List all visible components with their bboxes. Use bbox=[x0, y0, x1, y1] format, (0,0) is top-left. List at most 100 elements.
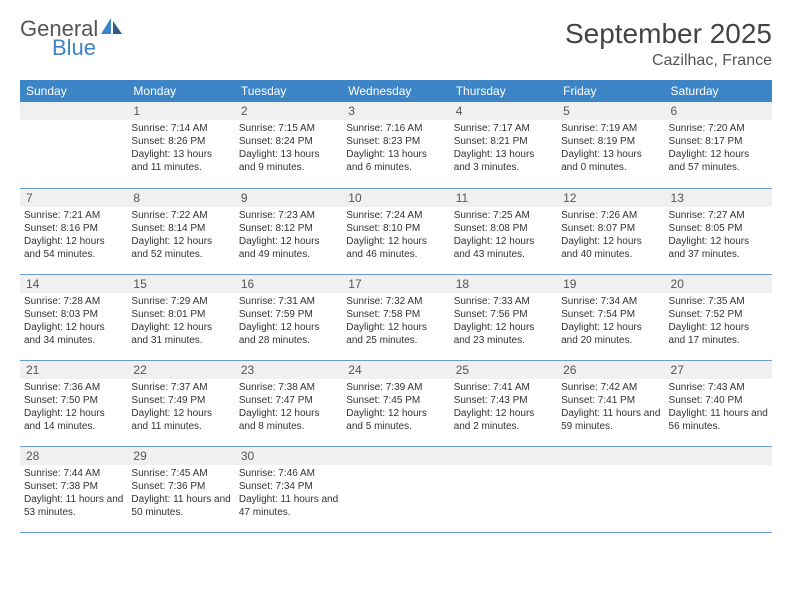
title-block: September 2025 Cazilhac, France bbox=[565, 18, 772, 70]
calendar-row: 28Sunrise: 7:44 AMSunset: 7:38 PMDayligh… bbox=[20, 446, 772, 532]
calendar-cell: 29Sunrise: 7:45 AMSunset: 7:36 PMDayligh… bbox=[127, 446, 234, 532]
sunset-text: Sunset: 8:19 PM bbox=[561, 135, 660, 148]
sunset-text: Sunset: 8:14 PM bbox=[131, 222, 230, 235]
day-body: Sunrise: 7:19 AMSunset: 8:19 PMDaylight:… bbox=[557, 120, 664, 176]
sunrise-text: Sunrise: 7:16 AM bbox=[346, 122, 445, 135]
day-number: 5 bbox=[557, 102, 664, 120]
day-body: Sunrise: 7:15 AMSunset: 8:24 PMDaylight:… bbox=[235, 120, 342, 176]
day-number: . bbox=[20, 102, 127, 120]
calendar-cell: 13Sunrise: 7:27 AMSunset: 8:05 PMDayligh… bbox=[665, 188, 772, 274]
sunset-text: Sunset: 8:24 PM bbox=[239, 135, 338, 148]
sunrise-text: Sunrise: 7:17 AM bbox=[454, 122, 553, 135]
day-number: 27 bbox=[665, 361, 772, 379]
day-number: 1 bbox=[127, 102, 234, 120]
calendar-cell: 10Sunrise: 7:24 AMSunset: 8:10 PMDayligh… bbox=[342, 188, 449, 274]
weekday-header: Tuesday bbox=[235, 80, 342, 102]
day-body: Sunrise: 7:32 AMSunset: 7:58 PMDaylight:… bbox=[342, 293, 449, 349]
sunrise-text: Sunrise: 7:41 AM bbox=[454, 381, 553, 394]
day-body: Sunrise: 7:22 AMSunset: 8:14 PMDaylight:… bbox=[127, 207, 234, 263]
sunrise-text: Sunrise: 7:43 AM bbox=[669, 381, 768, 394]
calendar-body: .1Sunrise: 7:14 AMSunset: 8:26 PMDayligh… bbox=[20, 102, 772, 532]
day-number: 4 bbox=[450, 102, 557, 120]
calendar-cell: 1Sunrise: 7:14 AMSunset: 8:26 PMDaylight… bbox=[127, 102, 234, 188]
sunrise-text: Sunrise: 7:28 AM bbox=[24, 295, 123, 308]
sunrise-text: Sunrise: 7:25 AM bbox=[454, 209, 553, 222]
daylight-text: Daylight: 13 hours and 9 minutes. bbox=[239, 148, 338, 174]
sunset-text: Sunset: 8:17 PM bbox=[669, 135, 768, 148]
sunrise-text: Sunrise: 7:26 AM bbox=[561, 209, 660, 222]
weekday-header: Saturday bbox=[665, 80, 772, 102]
sunset-text: Sunset: 8:01 PM bbox=[131, 308, 230, 321]
daylight-text: Daylight: 12 hours and 34 minutes. bbox=[24, 321, 123, 347]
sunset-text: Sunset: 8:12 PM bbox=[239, 222, 338, 235]
calendar-cell: 2Sunrise: 7:15 AMSunset: 8:24 PMDaylight… bbox=[235, 102, 342, 188]
sunrise-text: Sunrise: 7:38 AM bbox=[239, 381, 338, 394]
sunrise-text: Sunrise: 7:19 AM bbox=[561, 122, 660, 135]
sunrise-text: Sunrise: 7:46 AM bbox=[239, 467, 338, 480]
day-body: Sunrise: 7:38 AMSunset: 7:47 PMDaylight:… bbox=[235, 379, 342, 435]
sunset-text: Sunset: 7:52 PM bbox=[669, 308, 768, 321]
day-number: 19 bbox=[557, 275, 664, 293]
sunset-text: Sunset: 7:58 PM bbox=[346, 308, 445, 321]
calendar-cell: 20Sunrise: 7:35 AMSunset: 7:52 PMDayligh… bbox=[665, 274, 772, 360]
day-body: Sunrise: 7:34 AMSunset: 7:54 PMDaylight:… bbox=[557, 293, 664, 349]
daylight-text: Daylight: 12 hours and 20 minutes. bbox=[561, 321, 660, 347]
sunrise-text: Sunrise: 7:31 AM bbox=[239, 295, 338, 308]
page-subtitle: Cazilhac, France bbox=[565, 52, 772, 70]
day-number: 29 bbox=[127, 447, 234, 465]
calendar-cell: 6Sunrise: 7:20 AMSunset: 8:17 PMDaylight… bbox=[665, 102, 772, 188]
calendar-cell: 12Sunrise: 7:26 AMSunset: 8:07 PMDayligh… bbox=[557, 188, 664, 274]
sunset-text: Sunset: 8:21 PM bbox=[454, 135, 553, 148]
sunset-text: Sunset: 7:59 PM bbox=[239, 308, 338, 321]
day-number: 13 bbox=[665, 189, 772, 207]
calendar-cell: 9Sunrise: 7:23 AMSunset: 8:12 PMDaylight… bbox=[235, 188, 342, 274]
day-body: Sunrise: 7:27 AMSunset: 8:05 PMDaylight:… bbox=[665, 207, 772, 263]
calendar-cell: 16Sunrise: 7:31 AMSunset: 7:59 PMDayligh… bbox=[235, 274, 342, 360]
day-body: Sunrise: 7:42 AMSunset: 7:41 PMDaylight:… bbox=[557, 379, 664, 435]
sunrise-text: Sunrise: 7:20 AM bbox=[669, 122, 768, 135]
weekday-header: Thursday bbox=[450, 80, 557, 102]
calendar-cell: 18Sunrise: 7:33 AMSunset: 7:56 PMDayligh… bbox=[450, 274, 557, 360]
daylight-text: Daylight: 12 hours and 17 minutes. bbox=[669, 321, 768, 347]
calendar-cell: 23Sunrise: 7:38 AMSunset: 7:47 PMDayligh… bbox=[235, 360, 342, 446]
calendar-cell: 24Sunrise: 7:39 AMSunset: 7:45 PMDayligh… bbox=[342, 360, 449, 446]
calendar-row: 14Sunrise: 7:28 AMSunset: 8:03 PMDayligh… bbox=[20, 274, 772, 360]
daylight-text: Daylight: 12 hours and 43 minutes. bbox=[454, 235, 553, 261]
sunset-text: Sunset: 7:36 PM bbox=[131, 480, 230, 493]
weekday-header: Monday bbox=[127, 80, 234, 102]
daylight-text: Daylight: 13 hours and 3 minutes. bbox=[454, 148, 553, 174]
day-body: Sunrise: 7:21 AMSunset: 8:16 PMDaylight:… bbox=[20, 207, 127, 263]
day-number: 11 bbox=[450, 189, 557, 207]
sunset-text: Sunset: 7:41 PM bbox=[561, 394, 660, 407]
daylight-text: Daylight: 11 hours and 47 minutes. bbox=[239, 493, 338, 519]
day-number: 9 bbox=[235, 189, 342, 207]
daylight-text: Daylight: 12 hours and 52 minutes. bbox=[131, 235, 230, 261]
sunrise-text: Sunrise: 7:34 AM bbox=[561, 295, 660, 308]
weekday-header: Friday bbox=[557, 80, 664, 102]
daylight-text: Daylight: 13 hours and 11 minutes. bbox=[131, 148, 230, 174]
logo: General Blue bbox=[20, 18, 123, 59]
day-number: 30 bbox=[235, 447, 342, 465]
day-body: Sunrise: 7:14 AMSunset: 8:26 PMDaylight:… bbox=[127, 120, 234, 176]
day-number: . bbox=[450, 447, 557, 465]
day-body: Sunrise: 7:43 AMSunset: 7:40 PMDaylight:… bbox=[665, 379, 772, 435]
sunrise-text: Sunrise: 7:22 AM bbox=[131, 209, 230, 222]
calendar-table: Sunday Monday Tuesday Wednesday Thursday… bbox=[20, 80, 772, 533]
day-body: Sunrise: 7:23 AMSunset: 8:12 PMDaylight:… bbox=[235, 207, 342, 263]
calendar-row: 21Sunrise: 7:36 AMSunset: 7:50 PMDayligh… bbox=[20, 360, 772, 446]
sunset-text: Sunset: 7:49 PM bbox=[131, 394, 230, 407]
daylight-text: Daylight: 12 hours and 14 minutes. bbox=[24, 407, 123, 433]
sunset-text: Sunset: 8:26 PM bbox=[131, 135, 230, 148]
sunrise-text: Sunrise: 7:33 AM bbox=[454, 295, 553, 308]
calendar-cell: 11Sunrise: 7:25 AMSunset: 8:08 PMDayligh… bbox=[450, 188, 557, 274]
header: General Blue September 2025 Cazilhac, Fr… bbox=[20, 18, 772, 70]
sunrise-text: Sunrise: 7:21 AM bbox=[24, 209, 123, 222]
calendar-cell: 28Sunrise: 7:44 AMSunset: 7:38 PMDayligh… bbox=[20, 446, 127, 532]
calendar-row: .1Sunrise: 7:14 AMSunset: 8:26 PMDayligh… bbox=[20, 102, 772, 188]
daylight-text: Daylight: 12 hours and 57 minutes. bbox=[669, 148, 768, 174]
day-body: Sunrise: 7:17 AMSunset: 8:21 PMDaylight:… bbox=[450, 120, 557, 176]
daylight-text: Daylight: 12 hours and 8 minutes. bbox=[239, 407, 338, 433]
weekday-header: Wednesday bbox=[342, 80, 449, 102]
day-number: 22 bbox=[127, 361, 234, 379]
sunset-text: Sunset: 7:47 PM bbox=[239, 394, 338, 407]
